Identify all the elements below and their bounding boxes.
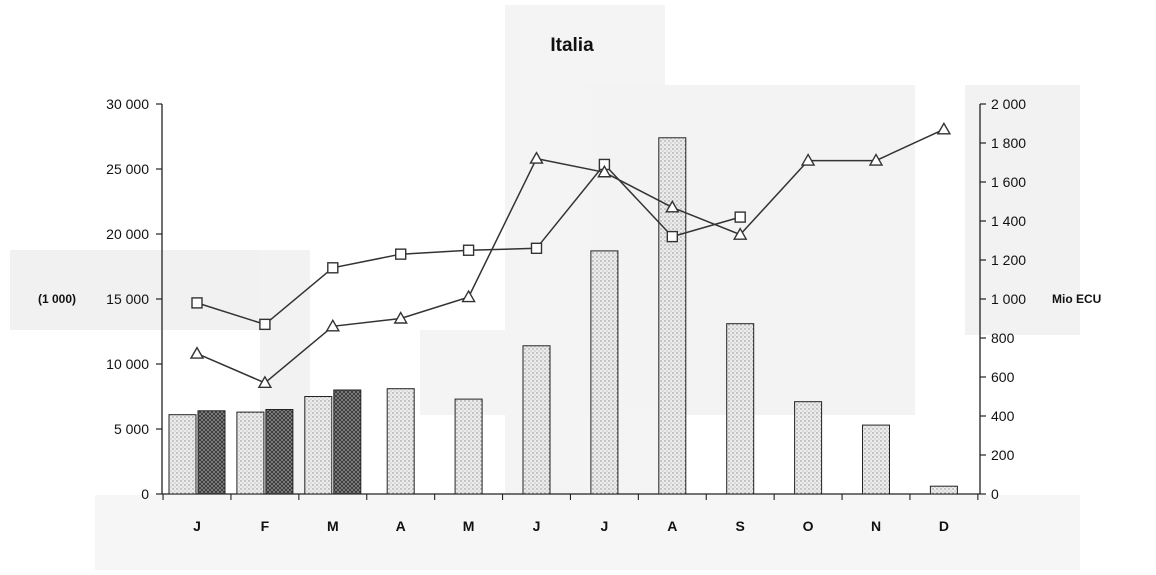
bar-light — [590, 250, 619, 495]
bar-light — [929, 485, 958, 495]
square-marker — [395, 248, 407, 260]
square-marker — [530, 242, 543, 255]
x-axis-category-label: A — [667, 518, 677, 534]
x-axis-category-label: J — [193, 518, 201, 534]
x-axis-category-label: N — [871, 518, 881, 534]
bar-light — [304, 396, 333, 495]
left-axis-tick-label: 10 000 — [106, 356, 149, 372]
triangle-marker — [393, 311, 408, 324]
right-axis-tick-label: 1 400 — [991, 213, 1026, 229]
right-axis-unit-label: Mio ECU — [1052, 292, 1101, 306]
bar-dark — [197, 410, 226, 495]
square-marker — [191, 297, 203, 309]
triangle-marker — [461, 289, 476, 303]
left-axis-unit-label: (1 000) — [38, 292, 76, 306]
triangle-marker — [868, 153, 884, 166]
x-axis-category-label: M — [327, 518, 339, 534]
bar-dark — [265, 409, 294, 495]
bar-light — [454, 398, 483, 495]
line-triangle-series — [196, 128, 945, 384]
left-axis-tick-label: 30 000 — [106, 96, 149, 112]
triangle-marker — [257, 375, 273, 389]
right-axis-tick-label: 1 800 — [991, 135, 1026, 151]
left-axis-tick-label: 20 000 — [106, 226, 149, 242]
x-axis-category-label: J — [533, 518, 541, 534]
bars — [168, 137, 958, 495]
x-axis-category-label: D — [939, 518, 949, 534]
lines — [189, 121, 952, 389]
bar-light — [658, 137, 687, 495]
triangle-marker — [597, 164, 612, 178]
bar-light — [794, 401, 823, 495]
square-marker — [666, 230, 678, 243]
triangle-marker — [665, 199, 680, 213]
left-axis-tick-label: 0 — [141, 486, 149, 502]
right-axis-tick-label: 1 600 — [991, 174, 1026, 190]
backdrop-panel — [10, 250, 260, 330]
bar-light — [522, 345, 551, 495]
square-marker — [462, 244, 475, 256]
chart-title: Italia — [550, 35, 594, 56]
axes: 0 5 000 10 000 15 000 20 000 25 000 30 000 0 200… — [106, 96, 1026, 534]
triangle-marker — [529, 151, 544, 164]
left-axis-tick-label: 25 000 — [106, 161, 149, 177]
bar-light — [862, 424, 890, 495]
right-axis-tick-label: 2 000 — [991, 96, 1026, 112]
triangle-marker — [936, 121, 952, 135]
background-panels — [10, 5, 1080, 570]
bar-light — [726, 323, 755, 495]
triangle-marker — [325, 318, 341, 332]
x-axis-category-label: M — [463, 518, 475, 534]
right-axis-tick-label: 1 000 — [991, 291, 1026, 307]
right-axis-tick-label: 1 200 — [991, 252, 1026, 268]
triangle-marker — [732, 227, 748, 240]
x-axis-category-label: O — [803, 518, 814, 534]
bar-light — [236, 411, 265, 495]
square-marker — [327, 262, 339, 274]
right-axis-tick-label: 0 — [991, 486, 999, 502]
x-axis-category-label: F — [261, 518, 270, 534]
backdrop-panel — [95, 495, 1080, 570]
right-axis-tick-label: 200 — [991, 447, 1015, 463]
backdrop-panel — [965, 85, 1080, 335]
bar-light — [386, 388, 415, 495]
bar-light — [168, 414, 197, 495]
right-axis-tick-label: 400 — [991, 408, 1015, 424]
x-axis-category-label: J — [601, 518, 609, 534]
left-axis-tick-label: 5 000 — [114, 421, 149, 437]
square-marker — [734, 211, 746, 223]
x-axis-category-label: S — [736, 518, 745, 534]
triangle-marker — [189, 346, 205, 359]
x-axis-category-label: A — [396, 518, 406, 534]
right-axis-tick-label: 800 — [991, 330, 1015, 346]
square-marker — [259, 318, 271, 331]
triangle-marker — [800, 153, 816, 166]
bar-dark — [333, 389, 362, 495]
right-axis-tick-label: 600 — [991, 369, 1015, 385]
left-axis-tick-label: 15 000 — [106, 291, 149, 307]
